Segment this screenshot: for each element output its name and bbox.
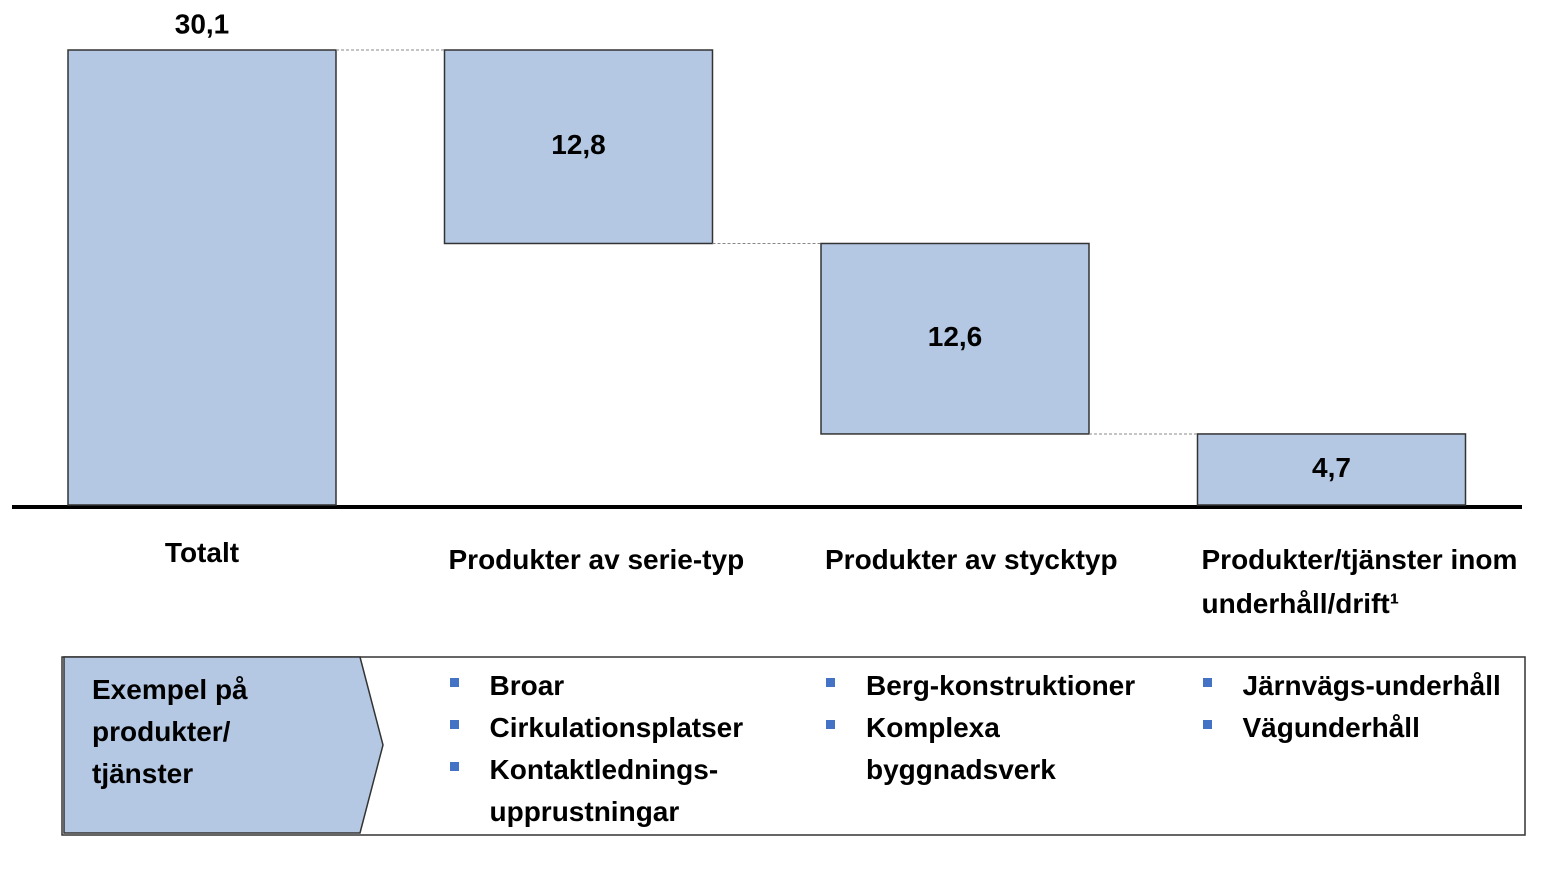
bullet xyxy=(826,720,835,729)
example-item: Berg-konstruktioner xyxy=(866,670,1136,701)
example-item: Broar xyxy=(489,670,565,701)
bullet xyxy=(449,720,459,729)
value-label: 30,1 xyxy=(175,8,230,39)
examples-chevron xyxy=(63,656,384,834)
example-item: Vägunderhåll xyxy=(1242,712,1420,743)
example-item: Cirkulationsplatser xyxy=(489,712,744,743)
value-label: 4,7 xyxy=(1312,452,1351,483)
bullet xyxy=(449,762,459,771)
bar xyxy=(67,49,337,506)
bar xyxy=(443,49,714,245)
value-label: 12,6 xyxy=(928,321,983,352)
bullet xyxy=(826,678,835,687)
bar xyxy=(820,242,1090,435)
bullet xyxy=(1202,720,1212,729)
category-label: Produkter/tjänster inom underhåll/drift¹ xyxy=(1201,544,1518,619)
bar xyxy=(1196,433,1467,506)
category-label: Produkter av serie-typ xyxy=(448,544,745,575)
category-label: Produkter av stycktyp xyxy=(825,544,1118,575)
value-label: 12,8 xyxy=(551,129,606,160)
examples-label: Exempel på produkter/ tjänster xyxy=(92,674,248,789)
bullet xyxy=(449,678,459,687)
example-item: Komplexa byggnadsverk xyxy=(866,712,1056,785)
category-label: Totalt xyxy=(164,537,240,568)
example-item: Järnvägs-underhåll xyxy=(1242,670,1501,701)
bullet xyxy=(1202,678,1212,687)
example-item: Kontaktlednings-upprustningar xyxy=(489,754,719,827)
